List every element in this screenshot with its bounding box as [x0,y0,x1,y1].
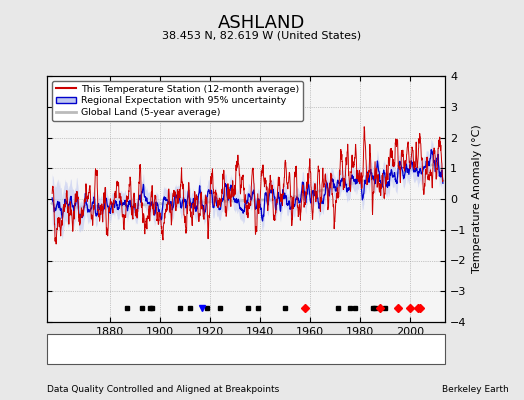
Text: Station Move: Station Move [66,346,125,355]
Legend: This Temperature Station (12-month average), Regional Expectation with 95% uncer: This Temperature Station (12-month avera… [52,81,303,121]
Text: ASHLAND: ASHLAND [219,14,305,32]
Text: ◆: ◆ [55,346,62,356]
Text: Record Gap: Record Gap [157,346,210,355]
Text: Time of Obs. Change: Time of Obs. Change [236,346,330,355]
Text: 38.453 N, 82.619 W (United States): 38.453 N, 82.619 W (United States) [162,30,362,40]
Text: ▼: ▼ [225,346,233,356]
Text: Empirical Break: Empirical Break [369,346,441,355]
Text: Berkeley Earth: Berkeley Earth [442,386,508,394]
Text: ■: ■ [359,346,368,356]
Y-axis label: Temperature Anomaly (°C): Temperature Anomaly (°C) [472,125,482,273]
Text: Data Quality Controlled and Aligned at Breakpoints: Data Quality Controlled and Aligned at B… [47,386,279,394]
Text: ▲: ▲ [147,346,154,356]
